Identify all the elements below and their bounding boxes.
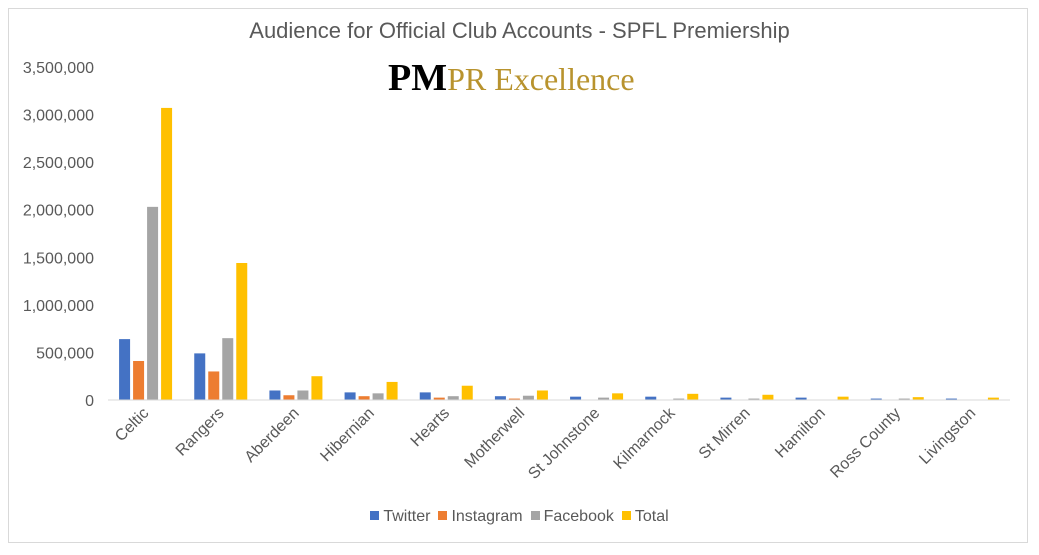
- y-tick-label: 0: [85, 393, 94, 410]
- bar-twitter-motherwell: [494, 396, 506, 400]
- bar-total-st-mirren: [762, 394, 774, 400]
- y-tick-label: 500,000: [36, 345, 94, 362]
- logo-rest-text: PR Excellence: [447, 61, 635, 97]
- bar-twitter-st-mirren: [720, 397, 732, 400]
- bar-total-celtic: [161, 107, 173, 400]
- pmpr-logo: PMPR Excellence: [388, 56, 635, 100]
- x-tick-label: Ross County: [827, 405, 904, 482]
- bar-instagram-hearts: [433, 397, 445, 400]
- legend-swatch: [370, 511, 380, 521]
- x-tick-label: St Johnstone: [525, 405, 603, 483]
- bar-total-motherwell: [536, 390, 548, 400]
- bar-twitter-hamilton: [795, 397, 807, 400]
- bar-twitter-rangers: [194, 353, 206, 400]
- bar-twitter-st-johnstone: [570, 396, 582, 400]
- bar-total-hibernian: [386, 381, 398, 400]
- legend-item-facebook: Facebook: [530, 508, 614, 526]
- bar-total-hamilton: [837, 396, 849, 400]
- bar-facebook-ross-county: [898, 398, 910, 400]
- bar-total-st-johnstone: [612, 393, 624, 400]
- bar-facebook-st-johnstone: [598, 397, 610, 400]
- bar-total-rangers: [236, 262, 248, 400]
- y-tick-label: 2,000,000: [23, 203, 94, 220]
- bar-facebook-kilmarnock: [673, 398, 685, 400]
- x-tick-label: Aberdeen: [242, 405, 303, 466]
- legend-swatch: [530, 511, 540, 521]
- legend-swatch: [438, 511, 448, 521]
- y-tick-label: 3,000,000: [23, 108, 94, 125]
- bar-twitter-kilmarnock: [645, 396, 657, 400]
- x-tick-label: Hamilton: [772, 405, 829, 462]
- bar-instagram-hibernian: [358, 396, 370, 400]
- x-tick-label: St Mirren: [696, 405, 754, 463]
- bar-twitter-livingston: [945, 398, 957, 400]
- y-tick-label: 1,000,000: [23, 298, 94, 315]
- bar-facebook-hibernian: [372, 393, 384, 400]
- bar-facebook-st-mirren: [748, 398, 760, 400]
- x-tick-label: Motherwell: [462, 405, 529, 472]
- legend-item-instagram: Instagram: [438, 508, 523, 526]
- legend-swatch: [621, 511, 631, 521]
- legend-item-total: Total: [621, 508, 669, 526]
- y-tick-label: 2,500,000: [23, 155, 94, 172]
- bar-facebook-rangers: [222, 338, 234, 400]
- y-tick-label: 1,500,000: [23, 250, 94, 267]
- legend-label: Facebook: [543, 508, 614, 525]
- legend-item-twitter: Twitter: [370, 508, 430, 526]
- logo-pm-text: PM: [388, 57, 448, 99]
- chart-legend: Twitter Instagram Facebook Total: [0, 508, 1039, 526]
- bar-instagram-motherwell: [508, 398, 520, 400]
- legend-label: Twitter: [383, 508, 431, 525]
- bar-facebook-hearts: [447, 396, 459, 400]
- chart-title: Audience for Official Club Accounts - SP…: [249, 18, 790, 43]
- bar-total-ross-county: [912, 397, 924, 400]
- bar-total-livingston: [987, 397, 999, 400]
- bar-total-aberdeen: [311, 376, 323, 400]
- bar-instagram-celtic: [133, 360, 145, 400]
- bar-twitter-hibernian: [344, 392, 356, 400]
- x-tick-label: Kilmarnock: [611, 404, 680, 473]
- bar-instagram-aberdeen: [283, 395, 295, 400]
- bar-facebook-aberdeen: [297, 390, 309, 400]
- x-tick-label: Hibernian: [317, 405, 377, 465]
- bar-facebook-celtic: [147, 206, 159, 400]
- x-tick-label: Livingston: [916, 405, 979, 468]
- bar-twitter-celtic: [119, 339, 131, 400]
- bar-twitter-hearts: [419, 392, 431, 400]
- y-tick-label: 3,500,000: [23, 60, 94, 77]
- x-tick-label: Hearts: [408, 405, 453, 450]
- bar-total-hearts: [461, 385, 473, 400]
- x-tick-label: Rangers: [173, 405, 228, 460]
- x-tick-label: Celtic: [112, 405, 152, 445]
- bar-total-kilmarnock: [687, 393, 699, 400]
- bar-twitter-ross-county: [870, 398, 882, 400]
- legend-label: Total: [634, 508, 669, 525]
- chart-frame: [8, 8, 1028, 543]
- bar-instagram-rangers: [208, 371, 220, 400]
- bar-facebook-motherwell: [522, 395, 534, 400]
- legend-label: Instagram: [451, 508, 523, 525]
- bar-twitter-aberdeen: [269, 390, 281, 400]
